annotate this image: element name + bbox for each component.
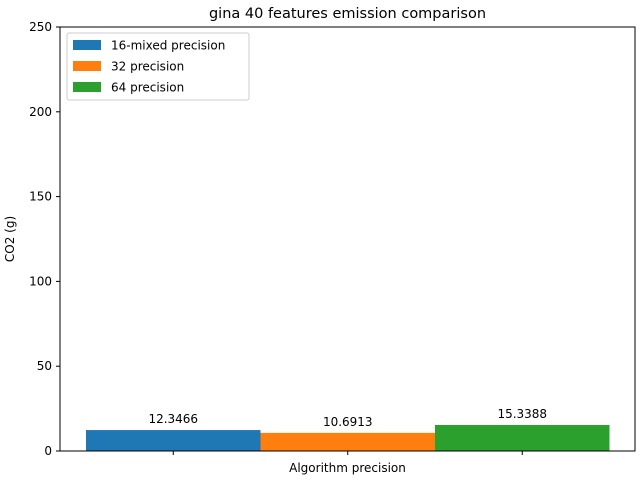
legend-swatch-1: [73, 61, 101, 71]
legend-label-2: 64 precision: [111, 81, 184, 95]
legend-label-1: 32 precision: [111, 60, 184, 74]
y-tick-label-4: 200: [29, 105, 52, 119]
y-tick-label-2: 100: [29, 274, 52, 288]
y-tick-label-1: 50: [37, 359, 52, 373]
x-axis-label: Algorithm precision: [289, 461, 406, 475]
legend-swatch-0: [73, 40, 101, 50]
x-axis-ticks: [172, 451, 523, 455]
chart-title: gina 40 features emission comparison: [209, 6, 486, 22]
bars-group: [86, 424, 610, 451]
y-axis-label: CO2 (g): [3, 216, 17, 262]
legend: 16-mixed precision 32 precision 64 precisi…: [66, 32, 250, 101]
bar-labels-group: 12.3466 10.6913 15.3388: [148, 407, 547, 429]
bar-value-label-2: 15.3388: [497, 407, 547, 421]
legend-box: [66, 32, 250, 101]
bar-2: [435, 424, 610, 451]
bar-value-label-1: 10.6913: [323, 415, 373, 429]
legend-label-0: 16-mixed precision: [111, 39, 225, 53]
bar-0: [86, 430, 261, 451]
legend-swatch-2: [73, 82, 101, 92]
y-tick-label-5: 250: [29, 20, 52, 34]
bar-1: [260, 432, 435, 451]
y-tick-label-3: 150: [29, 190, 52, 204]
y-tick-label-0: 0: [44, 444, 52, 458]
bar-value-label-0: 12.3466: [148, 412, 198, 426]
y-axis-ticks: 0 50 100 150 200 250: [29, 20, 60, 458]
